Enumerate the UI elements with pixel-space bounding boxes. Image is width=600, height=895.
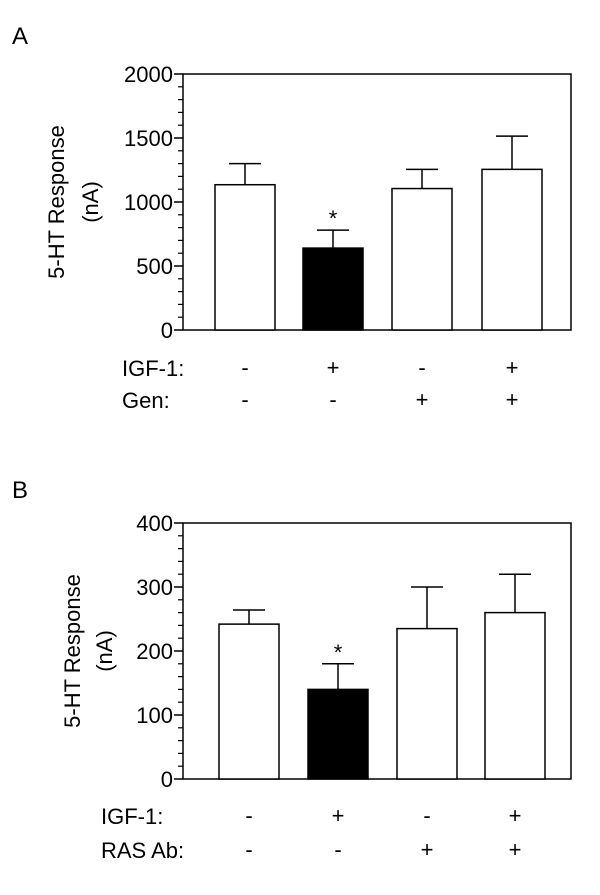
- panel-a-y-tick-label: 1500: [124, 126, 173, 151]
- panel-b-condition-sign: +: [509, 803, 522, 828]
- panel-b-condition-label: RAS Ab:: [101, 838, 184, 863]
- panel-b-bar: [484, 611, 546, 780]
- panel-a-condition-sign: -: [418, 355, 425, 380]
- panel-a-y-axis-title: 5-HT Response: [44, 125, 69, 279]
- panel-b-condition-sign: -: [423, 803, 430, 828]
- panel-b-y-tick-label: 100: [136, 703, 173, 728]
- panel-a-bar: [391, 187, 453, 331]
- panel-a-y-tick-label: 2000: [124, 62, 173, 87]
- panel-b-y-tick-label: 300: [136, 575, 173, 600]
- panel-a-y-tick-label: 500: [136, 254, 173, 279]
- panel-a-condition-sign: +: [506, 355, 519, 380]
- panel-a-condition-sign: -: [329, 387, 336, 412]
- panel-a-y-tick-label: 1000: [124, 190, 173, 215]
- panel-a-bar: [214, 183, 276, 331]
- panel-b-condition-sign: +: [332, 803, 345, 828]
- panel-b-label: B: [12, 477, 28, 504]
- panel-b-y-tick-label: 200: [136, 639, 173, 664]
- panel-b-y-tick-label: 400: [136, 511, 173, 536]
- panel-a-label: A: [12, 23, 28, 50]
- panel-a-condition-sign: +: [506, 387, 519, 412]
- panel-b-bar: [307, 688, 369, 780]
- panel-a-bar: [481, 168, 543, 331]
- panel-b-condition-sign: +: [421, 837, 434, 862]
- panel-b-condition-sign: -: [245, 803, 252, 828]
- panel-a-condition-sign: +: [327, 355, 340, 380]
- panel-a-condition-sign: -: [241, 387, 248, 412]
- panel-b-condition-label: IGF-1:: [101, 804, 163, 829]
- panel-a-condition-label: Gen:: [122, 388, 170, 413]
- panel-b-condition-sign: -: [334, 837, 341, 862]
- panel-a-condition-sign: +: [416, 387, 429, 412]
- panel-a-condition-sign: -: [241, 355, 248, 380]
- panel-b-significance-mark: *: [334, 640, 343, 665]
- panel-b-condition-sign: +: [509, 837, 522, 862]
- panel-b-bar: [218, 623, 280, 780]
- panel-b-y-axis-unit: (nA): [92, 630, 117, 672]
- panel-b-y-axis-title: 5-HT Response: [60, 574, 85, 728]
- panel-a-y-axis-unit: (nA): [78, 181, 103, 223]
- panel-b-condition-sign: -: [245, 837, 252, 862]
- panel-a-condition-label: IGF-1:: [122, 356, 184, 381]
- panel-a-significance-mark: *: [329, 206, 338, 231]
- panel-a-bar: [302, 247, 364, 331]
- panel-b-y-tick-label: 0: [161, 767, 173, 792]
- panel-a-y-tick-label: 0: [161, 318, 173, 343]
- panel-b-bar: [396, 627, 458, 780]
